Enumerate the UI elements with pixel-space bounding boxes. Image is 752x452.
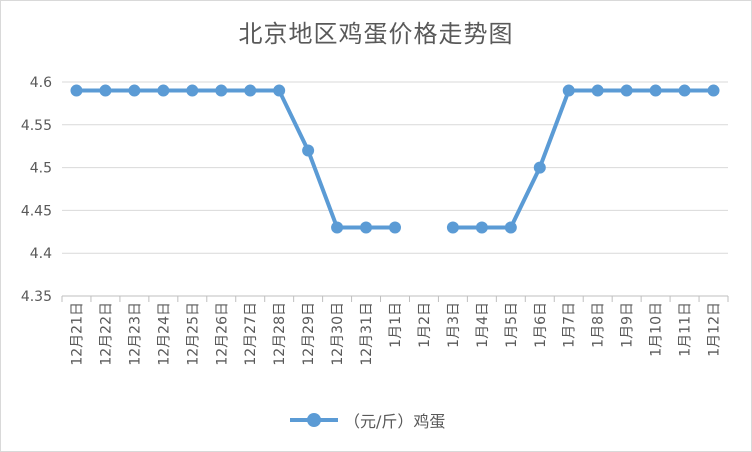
series-egg-price xyxy=(70,84,720,234)
data-point xyxy=(215,84,228,97)
data-point xyxy=(591,84,604,97)
x-tick-label: 1月6日 xyxy=(533,302,549,348)
data-point xyxy=(707,84,720,97)
x-tick-label: 1月7日 xyxy=(562,302,578,348)
data-point xyxy=(99,84,112,97)
data-point xyxy=(331,221,344,234)
data-point xyxy=(533,161,546,174)
y-tick-labels: 4.35 4.4 4.45 4.5 4.55 4.6 xyxy=(21,75,52,305)
data-point xyxy=(244,84,257,97)
x-tick-label: 1月5日 xyxy=(504,302,520,348)
x-tick-label: 12月30日 xyxy=(330,302,346,366)
data-point xyxy=(562,84,575,97)
gridlines xyxy=(62,81,728,254)
series-line xyxy=(76,88,395,230)
y-tick-label: 4.5 xyxy=(30,161,52,177)
y-tick-label: 4.45 xyxy=(21,203,52,219)
x-tick-label: 12月23日 xyxy=(127,302,143,366)
x-tick-labels: 12月21日 12月22日 12月23日 12月24日 12月25日 12月26日 12月2… xyxy=(69,302,722,366)
data-point xyxy=(360,221,373,234)
data-point xyxy=(620,84,633,97)
data-point xyxy=(273,84,286,97)
series-line xyxy=(452,88,714,230)
x-tick-label: 12月28日 xyxy=(272,302,288,366)
y-tick-label: 4.55 xyxy=(21,118,52,134)
x-tick-label: 12月21日 xyxy=(69,302,85,366)
x-tick-label: 12月29日 xyxy=(301,302,317,366)
x-tick-label: 1月8日 xyxy=(591,302,607,348)
x-tick-label: 1月10日 xyxy=(649,302,665,357)
legend: （元/斤）鸡蛋 xyxy=(290,408,445,432)
data-point xyxy=(70,84,83,97)
x-tick-label: 1月9日 xyxy=(620,302,636,348)
data-point xyxy=(389,221,401,234)
x-tick-label: 1月4日 xyxy=(475,302,491,348)
x-axis xyxy=(61,295,729,302)
x-tick-label: 1月1日 xyxy=(388,302,404,348)
x-tick-label: 12月24日 xyxy=(156,302,172,366)
x-tick-label: 12月27日 xyxy=(243,302,259,366)
x-tick-label: 1月11日 xyxy=(678,302,694,357)
data-point xyxy=(446,221,459,234)
data-point xyxy=(186,84,199,97)
x-tick-label: 1月3日 xyxy=(446,302,462,348)
data-point xyxy=(504,221,517,234)
x-tick-label: 1月12日 xyxy=(707,302,723,357)
x-tick-label: 1月2日 xyxy=(417,302,433,348)
data-point xyxy=(678,84,691,97)
x-tick-label: 12月31日 xyxy=(359,302,375,366)
y-tick-label: 4.35 xyxy=(21,289,52,305)
y-tick-label: 4.6 xyxy=(30,75,52,91)
x-tick-label: 12月26日 xyxy=(214,302,230,366)
data-point xyxy=(302,144,315,157)
y-tick-label: 4.4 xyxy=(30,246,52,262)
legend-swatch xyxy=(290,412,338,428)
data-point xyxy=(157,84,170,97)
legend-label: （元/斤）鸡蛋 xyxy=(344,412,446,431)
x-tick-label: 12月25日 xyxy=(185,302,201,366)
chart-title: 北京地区鸡蛋价格走势图 xyxy=(238,20,514,48)
data-point xyxy=(475,221,488,234)
data-point xyxy=(128,84,141,97)
data-point xyxy=(649,84,662,97)
x-tick-label: 12月22日 xyxy=(98,302,114,366)
